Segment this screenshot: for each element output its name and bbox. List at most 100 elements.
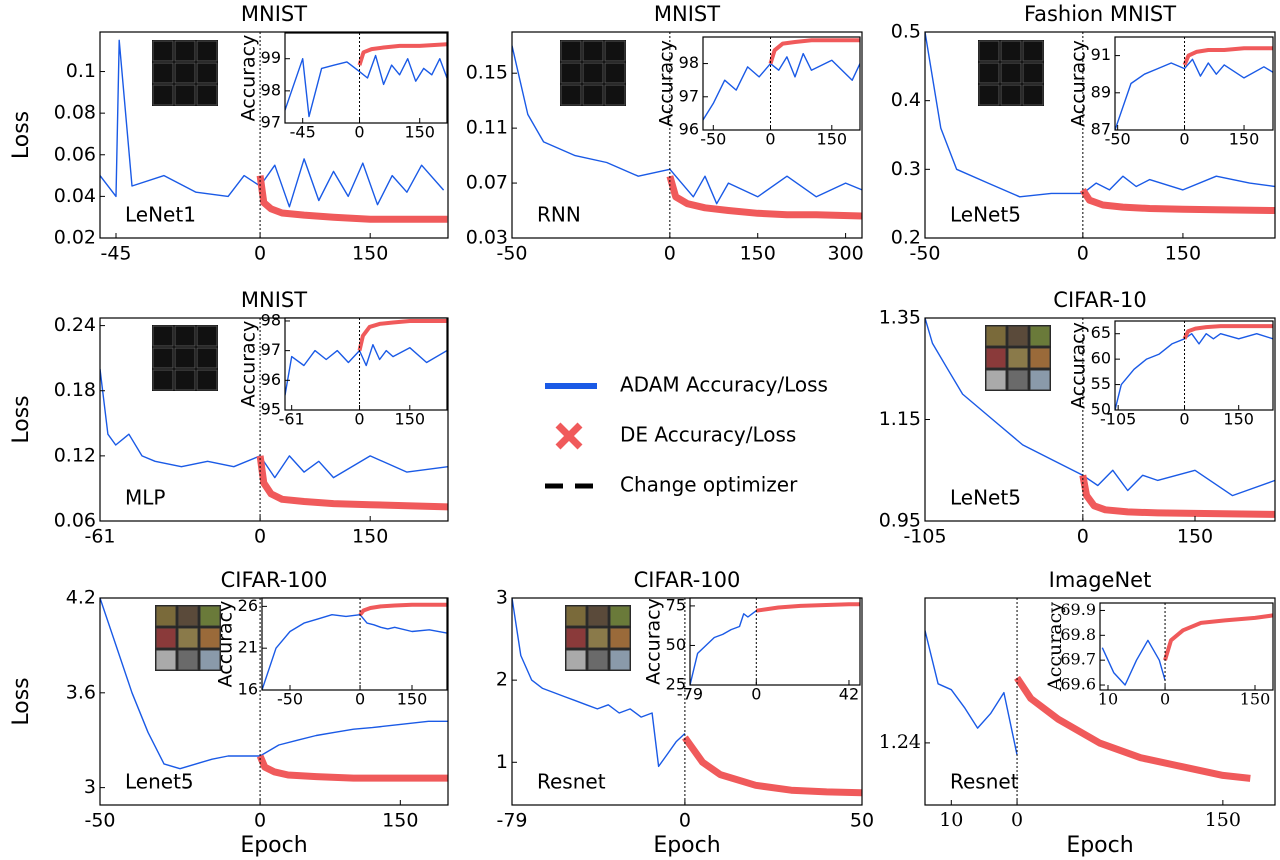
model-label: Resnet <box>537 770 606 794</box>
x-tick-label: 0 <box>254 810 266 832</box>
de-line <box>768 38 860 65</box>
adam-line <box>512 598 686 768</box>
thumbnail-tile <box>985 369 1007 391</box>
thumbnail-tile <box>1000 84 1022 106</box>
plot <box>512 598 862 797</box>
y-tick-label: 0.11 <box>466 117 508 139</box>
de-line <box>1182 46 1273 66</box>
thumbnail-tile <box>565 605 587 627</box>
plot <box>925 32 1275 214</box>
inset-y-label: Accuracy <box>1044 602 1066 692</box>
x-axis-label: Epoch <box>240 833 307 858</box>
inset-plot <box>1115 324 1273 410</box>
y-tick-label: 97 <box>261 340 281 359</box>
y-tick-label: 0.06 <box>54 143 96 165</box>
x-tick-label: -61 <box>84 526 115 548</box>
thumbnail-tile <box>604 40 626 62</box>
axes-frame <box>924 31 1276 239</box>
thumbnail-tile <box>152 347 174 369</box>
de-line <box>256 754 448 782</box>
chart-title: CIFAR-100 <box>634 568 741 592</box>
y-tick-label: 0.95 <box>879 510 921 532</box>
x-tick-label: 0 <box>664 243 676 265</box>
plot <box>100 598 448 782</box>
de-line <box>682 735 862 797</box>
axes-frame <box>689 597 861 686</box>
de-line <box>256 175 448 223</box>
adam-line <box>1101 639 1166 686</box>
thumbnail-tile <box>155 605 177 627</box>
chart-title: CIFAR-10 <box>1053 288 1146 312</box>
inset-plot <box>1115 46 1273 130</box>
inset-plot <box>285 319 447 396</box>
de-line <box>1079 187 1275 214</box>
plot <box>925 630 1251 782</box>
x-tick-label: 0 <box>354 123 364 142</box>
legend-label: DE Accuracy/Loss <box>620 423 796 447</box>
y-tick-label: 0.2 <box>891 227 921 249</box>
x-tick-label: -45 <box>100 243 131 265</box>
y-axis-label: Loss <box>9 111 34 159</box>
adam-line <box>1115 58 1273 130</box>
inset-background <box>285 33 447 123</box>
de-line <box>358 602 447 616</box>
x-tick-label: 0 <box>254 243 266 265</box>
chart-title: ImageNet <box>1049 568 1152 592</box>
x-tick-label: 150 <box>1229 130 1260 149</box>
thumbnail-tile <box>174 347 196 369</box>
y-tick-label: 0.07 <box>466 172 508 194</box>
thumbnail-tile <box>560 40 582 62</box>
axes-frame <box>511 597 863 806</box>
y-tick-label: 69.9 <box>1060 600 1096 619</box>
plot <box>512 45 862 220</box>
thumbnail-tile <box>174 84 196 106</box>
thumbnail-tile <box>199 605 221 627</box>
model-label: Lenet5 <box>125 770 194 794</box>
y-tick-label: 98 <box>261 310 281 329</box>
x-tick-label: 0 <box>1011 809 1023 831</box>
y-tick-label: 89 <box>1091 82 1111 101</box>
y-axis-label: Loss <box>9 677 34 725</box>
y-tick-label: 0.4 <box>891 89 921 111</box>
chart-title: CIFAR-100 <box>221 568 328 592</box>
thumbnail-tile <box>609 649 631 671</box>
thumbnail-tile <box>1022 62 1044 84</box>
thumbnail-tile <box>152 369 174 391</box>
chart-title: MNIST <box>654 2 720 26</box>
y-tick-label: 55 <box>1091 374 1111 393</box>
y-tick-label: 2 <box>496 669 508 691</box>
thumbnail-tile <box>152 325 174 347</box>
inset-y-label: Accuracy <box>1068 40 1090 127</box>
inset-y-label: Accuracy <box>238 321 260 408</box>
inset-plot <box>703 38 860 121</box>
inset-background <box>1100 603 1273 690</box>
x-tick-label: 0 <box>1160 690 1170 709</box>
x-axis-label: Epoch <box>1066 833 1133 858</box>
x-tick-label: 150 <box>1223 410 1254 429</box>
axes-frame <box>261 597 448 691</box>
x-tick-label: 0 <box>751 685 761 704</box>
thumbnail-tile <box>1007 347 1029 369</box>
inset-y-label: Accuracy <box>238 35 260 122</box>
chart-title: MNIST <box>241 288 307 312</box>
model-label: LeNet1 <box>125 203 196 227</box>
adam-line <box>512 45 862 205</box>
y-tick-label: 95 <box>261 400 281 419</box>
adam-line <box>703 52 860 121</box>
thumbnail-tile <box>1029 347 1051 369</box>
plot <box>925 318 1275 518</box>
y-tick-label: 16 <box>238 680 258 699</box>
legend-label: Change optimizer <box>620 473 798 497</box>
y-axis-label: Loss <box>9 395 34 443</box>
inset-plot <box>285 42 447 118</box>
adam-line <box>925 32 1275 198</box>
adam-line <box>690 610 757 685</box>
de-line <box>256 455 448 511</box>
adam-line <box>925 318 1275 497</box>
thumbnail-tile <box>1029 369 1051 391</box>
adam-line <box>100 598 448 770</box>
thumbnail-tile <box>196 369 218 391</box>
y-tick-label: 26 <box>238 596 258 615</box>
inset-plot <box>1101 613 1273 686</box>
x-tick-label: 150 <box>397 690 428 709</box>
